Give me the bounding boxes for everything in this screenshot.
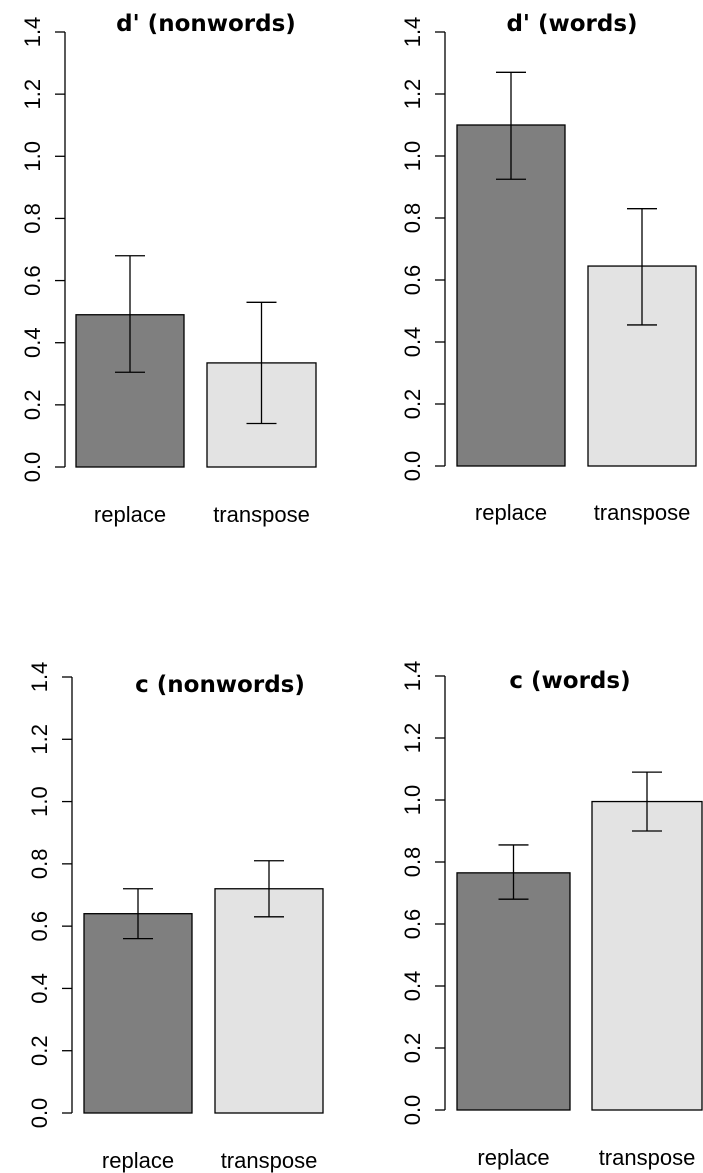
y-tick-label: 0.8: [400, 847, 425, 878]
y-tick-label: 1.4: [400, 17, 425, 48]
y-tick-label: 1.2: [27, 724, 52, 755]
y-tick-label: 1.2: [400, 79, 425, 110]
y-tick-label: 0.4: [400, 971, 425, 1002]
chart-panel-1: d' (nonwords) 0.0 0.2 0.4 0.6 0.8 1.0 1.2 1.4 rep…: [20, 11, 317, 527]
bar-replace: [456, 872, 571, 1111]
bar-transpose: [591, 800, 703, 1111]
category-label-transpose: transpose: [594, 500, 691, 525]
chart-title: d' (words): [506, 11, 637, 37]
y-tick-label: 1.2: [20, 79, 45, 110]
category-label-transpose: transpose: [213, 502, 310, 527]
y-tick-label: 0.2: [400, 1033, 425, 1064]
y-tick-label: 0.8: [400, 203, 425, 234]
category-label-transpose: transpose: [221, 1148, 318, 1173]
y-tick-label: 0.8: [27, 849, 52, 880]
chart-title: c (words): [509, 668, 630, 694]
y-tick-label: 0.8: [20, 203, 45, 234]
chart-panel-2: d' (words) 0.0 0.2 0.4 0.6 0.8 1.0 1.2 1.4 replac…: [400, 11, 697, 525]
category-label-replace: replace: [475, 500, 547, 525]
y-tick-label: 0.4: [400, 327, 425, 358]
y-tick-label: 0.6: [27, 911, 52, 942]
bar-replace: [83, 913, 193, 1114]
category-label-transpose: transpose: [599, 1145, 696, 1170]
y-tick-label: 0.0: [400, 1095, 425, 1126]
y-tick-label: 0.4: [20, 327, 45, 358]
y-tick-label: 1.4: [400, 661, 425, 692]
y-tick-label: 0.2: [27, 1035, 52, 1066]
y-tick-label: 0.0: [20, 452, 45, 483]
y-tick-label: 1.4: [20, 17, 45, 48]
chart-panel-4: c (words) 0.0 0.2 0.4 0.6 0.8 1.0 1.2 1.4 replace…: [400, 661, 703, 1170]
y-tick-label: 1.0: [27, 786, 52, 817]
chart-title: d' (nonwords): [116, 11, 296, 37]
chart-title: c (nonwords): [135, 672, 305, 698]
y-tick-label: 0.0: [400, 451, 425, 482]
y-tick-label: 1.4: [27, 662, 52, 693]
y-tick-label: 0.6: [400, 265, 425, 296]
y-tick-label: 1.0: [400, 785, 425, 816]
y-tick-label: 1.2: [400, 723, 425, 754]
y-tick-label: 0.4: [27, 973, 52, 1004]
y-tick-label: 0.2: [400, 389, 425, 420]
category-label-replace: replace: [477, 1145, 549, 1170]
y-tick-label: 0.6: [400, 909, 425, 940]
y-tick-label: 1.0: [20, 141, 45, 172]
y-tick-label: 0.2: [20, 390, 45, 421]
chart-panel-3: c (nonwords) 0.0 0.2 0.4 0.6 0.8 1.0 1.2 1.4 repl…: [27, 662, 324, 1173]
y-tick-label: 0.6: [20, 265, 45, 296]
bar-transpose: [214, 888, 324, 1114]
y-tick-label: 1.0: [400, 141, 425, 172]
category-label-replace: replace: [102, 1148, 174, 1173]
bar-replace: [456, 124, 566, 467]
y-tick-label: 0.0: [27, 1098, 52, 1129]
category-label-replace: replace: [94, 502, 166, 527]
